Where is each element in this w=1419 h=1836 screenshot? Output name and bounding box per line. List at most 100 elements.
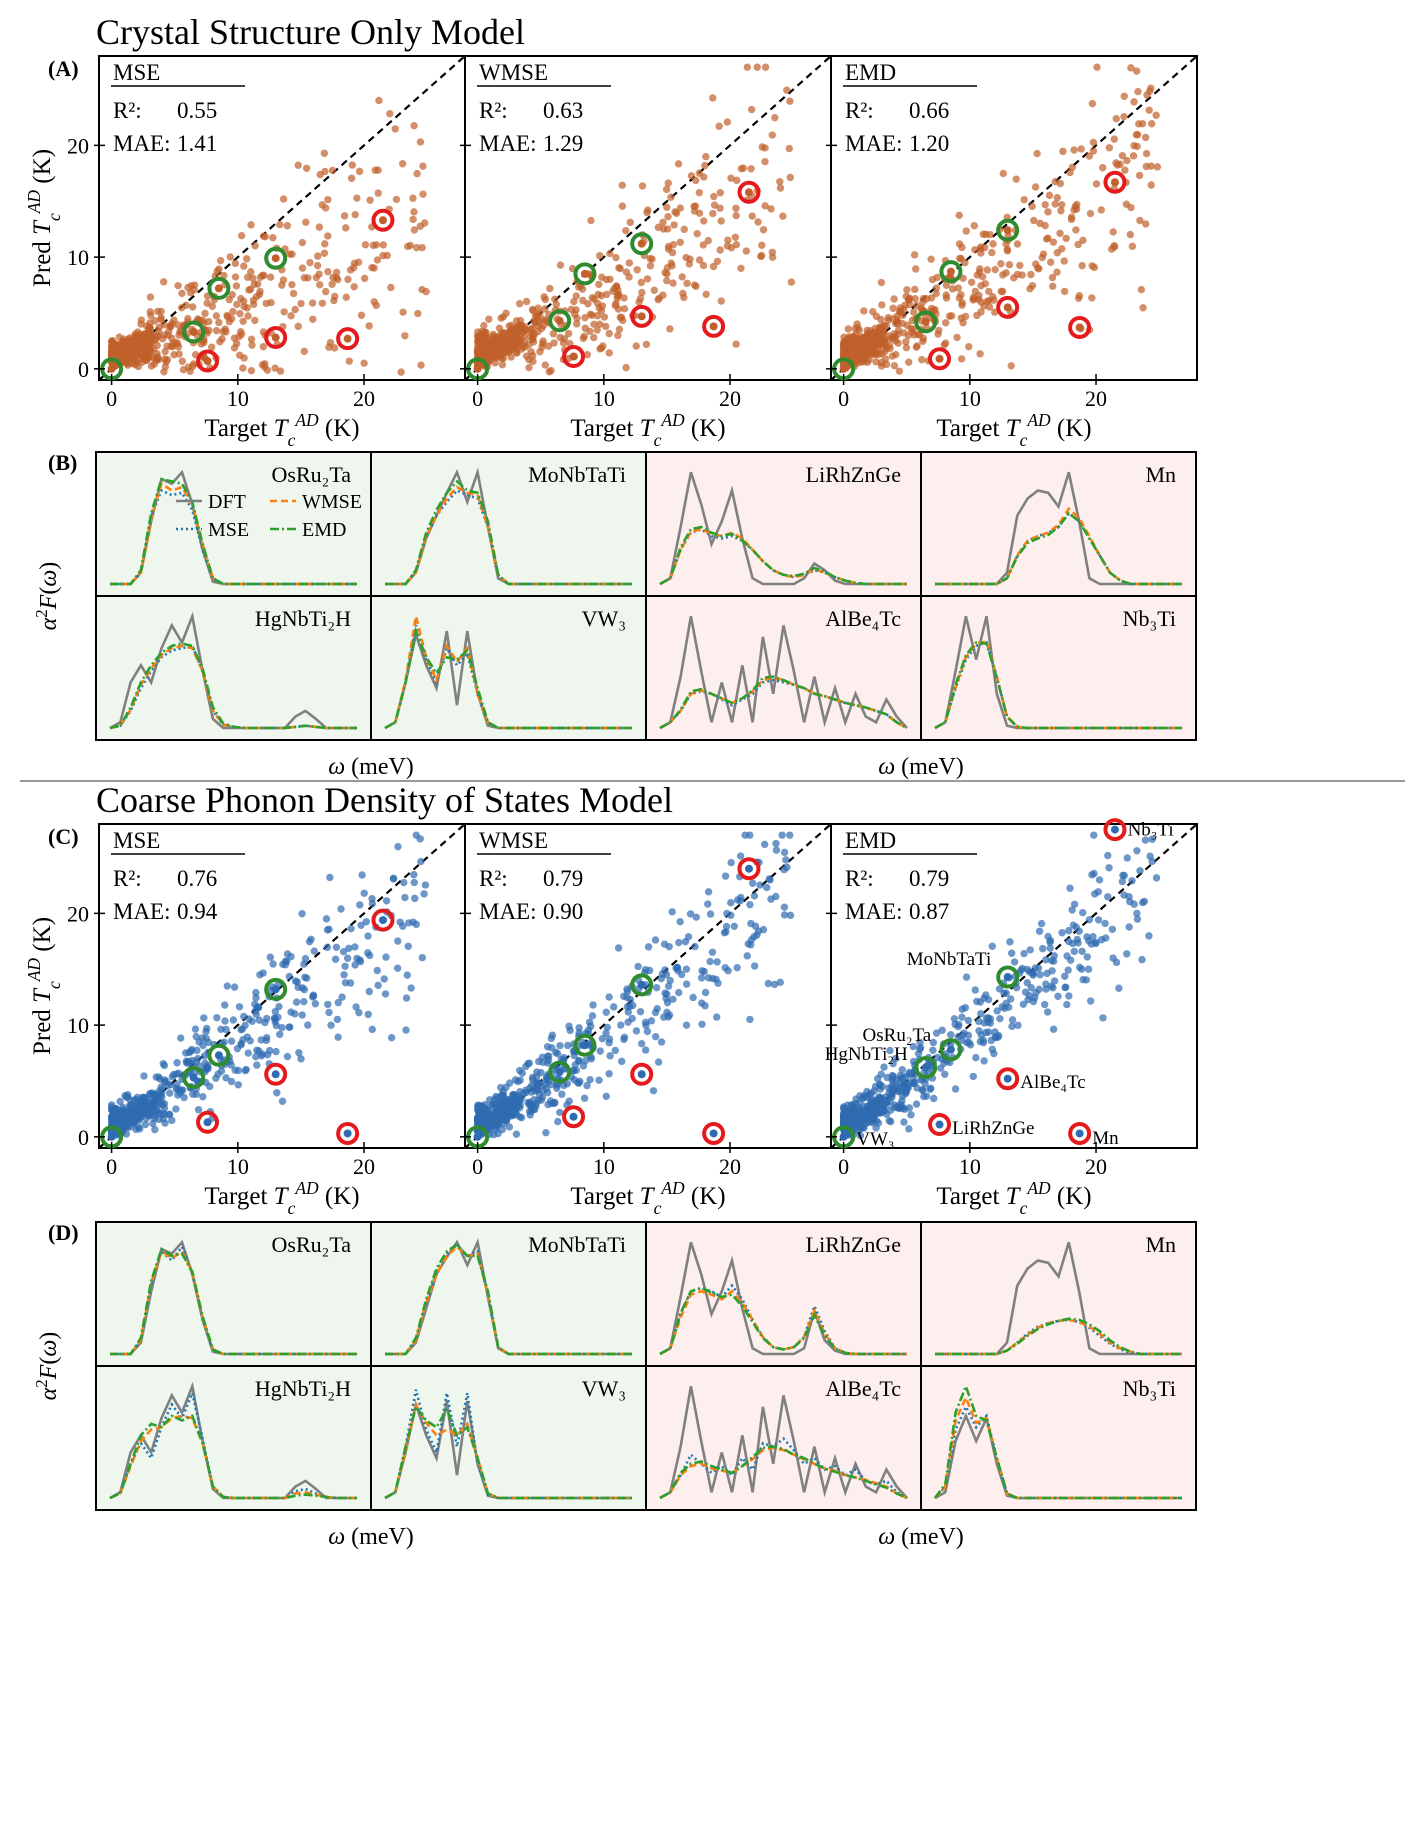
data-point: [1074, 240, 1082, 249]
data-point: [297, 299, 305, 308]
data-point: [564, 329, 573, 338]
data-point: [663, 203, 671, 212]
highlight-point: [271, 254, 280, 263]
data-point: [1027, 270, 1035, 279]
data-point: [145, 323, 154, 332]
bad-marker: [196, 349, 220, 373]
data-point: [365, 322, 373, 330]
emd-line: [385, 1242, 632, 1356]
data-point: [266, 273, 275, 281]
data-point: [247, 268, 255, 276]
data-point: [902, 343, 911, 352]
data-point: [743, 63, 752, 71]
data-point: [985, 1028, 993, 1036]
data-point: [1085, 152, 1094, 160]
data-point: [546, 284, 554, 293]
data-point: [399, 308, 407, 316]
data-point: [642, 340, 651, 349]
data-point: [358, 871, 366, 879]
spectrum-panel: AlBe₄Tc: [646, 1366, 921, 1510]
data-point: [1135, 171, 1144, 180]
data-point: [866, 1110, 875, 1119]
data-point: [895, 367, 904, 375]
spectrum-panel: LiRhZnGe: [646, 452, 921, 596]
bad-marker: [1103, 818, 1127, 842]
y-axis-label: Pred TcAD (K): [24, 149, 64, 287]
data-point: [512, 1130, 521, 1138]
data-point: [110, 345, 118, 353]
data-point: [1120, 112, 1128, 121]
data-point: [671, 208, 679, 216]
y-tick-label: 20: [67, 901, 89, 926]
data-point: [297, 1055, 305, 1063]
data-point: [372, 301, 380, 310]
loss-label: MSE: [113, 60, 160, 85]
data-point: [741, 831, 749, 839]
data-point: [177, 304, 186, 312]
data-point: [780, 848, 789, 857]
data-point: [904, 1084, 912, 1092]
data-point: [244, 312, 252, 320]
data-point: [884, 313, 892, 322]
data-point: [146, 293, 155, 301]
data-point: [854, 1116, 863, 1125]
data-point: [977, 1010, 985, 1018]
data-point: [249, 274, 257, 282]
highlight-point: [378, 916, 387, 925]
r2-value: 0.79: [909, 866, 949, 891]
data-point: [692, 913, 700, 921]
data-point: [699, 261, 708, 270]
data-point: [250, 280, 259, 288]
data-point: [1093, 63, 1101, 71]
data-point: [1147, 181, 1155, 189]
data-point: [318, 299, 327, 307]
data-point: [159, 278, 168, 286]
material-name: OsRu₂Ta: [272, 1232, 352, 1257]
data-point: [877, 278, 886, 287]
data-point: [1133, 915, 1142, 923]
data-point: [1123, 156, 1131, 165]
material-name: Nb₃Ti: [1123, 606, 1176, 631]
data-point: [786, 97, 794, 105]
data-point: [500, 335, 509, 344]
r2-value: 0.55: [177, 98, 217, 123]
data-point: [1046, 944, 1054, 952]
data-point: [1039, 944, 1047, 953]
data-point: [345, 357, 353, 365]
r2-value: 0.66: [909, 98, 949, 123]
good-marker: [573, 262, 597, 286]
data-point: [381, 990, 390, 998]
data-point: [666, 976, 674, 985]
highlight-point: [343, 334, 352, 343]
data-point: [230, 983, 239, 991]
data-point: [746, 941, 755, 949]
data-point: [1053, 194, 1062, 202]
data-point: [324, 1000, 332, 1009]
data-point: [700, 217, 708, 225]
data-point: [708, 974, 717, 983]
data-point: [230, 344, 239, 352]
data-point: [736, 897, 745, 905]
data-point: [750, 892, 759, 900]
data-point: [246, 1037, 254, 1045]
data-point: [517, 1113, 526, 1122]
bad-marker: [928, 347, 952, 371]
data-point: [787, 278, 796, 286]
data-point: [247, 335, 256, 343]
data-point: [605, 1070, 613, 1078]
emd-line: [659, 525, 907, 586]
bad-marker: [264, 1062, 288, 1086]
data-point: [1077, 145, 1085, 153]
data-point: [948, 285, 957, 293]
data-point: [1075, 291, 1084, 300]
mae-label: MAE:: [845, 899, 903, 924]
data-point: [779, 212, 787, 220]
data-point: [909, 1042, 917, 1051]
r2-label: R²:: [479, 866, 508, 891]
data-point: [1123, 950, 1131, 958]
data-point: [533, 1068, 541, 1076]
loss-label: EMD: [845, 828, 896, 853]
data-point: [663, 998, 672, 1007]
data-point: [558, 1090, 566, 1098]
